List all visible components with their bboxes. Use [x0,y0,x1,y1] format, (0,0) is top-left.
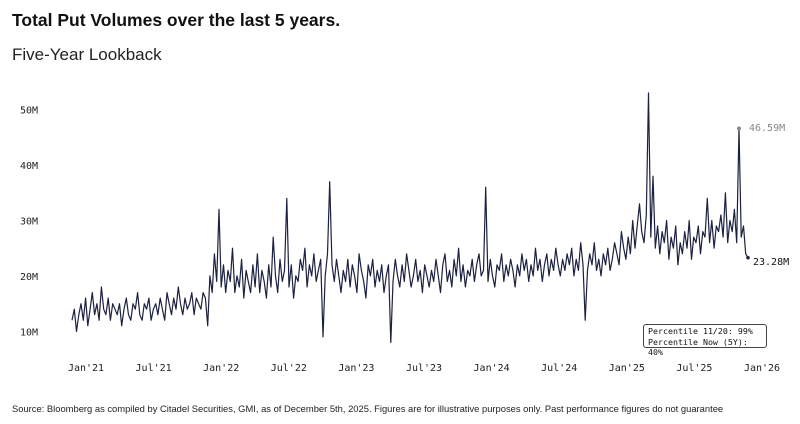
series-layer [71,92,750,344]
y-tick-label: 10M [20,327,38,338]
percentile-now-text: Percentile Now (5Y): 40% [648,336,748,358]
x-tick-label: Jul'22 [271,363,307,374]
series-line [71,92,749,344]
x-tick-label: Jan'25 [609,363,645,374]
x-tick-label: Jan'22 [203,363,239,374]
x-tick-label: Jul'25 [676,363,712,374]
last-value-label: 23.28M [753,257,790,268]
x-tick-label: Jan'26 [744,363,780,374]
x-tick-label: Jul'23 [406,363,442,374]
percentile-note: Percentile 11/20: 99% Percentile Now (5Y… [643,324,767,357]
x-tick-label: Jul'21 [136,363,172,374]
peak-value-label: 46.59M [749,123,786,134]
x-tick-label: Jan'21 [68,363,104,374]
x-tick-label: Jan'24 [474,363,510,374]
last-point-marker [746,255,750,260]
peak-marker [736,126,741,131]
x-tick-label: Jan'23 [338,363,374,374]
source-note: Source: Bloomberg as compiled by Citadel… [12,403,724,414]
x-axis: Jan'21 Jul'21 Jan'22 Jul'22 Jan'23 Jul'23 Jan'… [68,363,780,374]
percentile-1120-text: Percentile 11/20: 99% [648,326,753,336]
y-axis: 10M 20M 30M 40M 50M [20,106,38,339]
x-tick-label: Jul'24 [541,363,577,374]
chart-title: Total Put Volumes over the last 5 years. [12,10,341,30]
y-tick-label: 40M [20,161,38,172]
chart-subtitle: Five-Year Lookback [12,45,162,64]
y-tick-label: 30M [20,217,38,228]
y-tick-label: 50M [20,106,38,117]
y-tick-label: 20M [20,272,38,283]
